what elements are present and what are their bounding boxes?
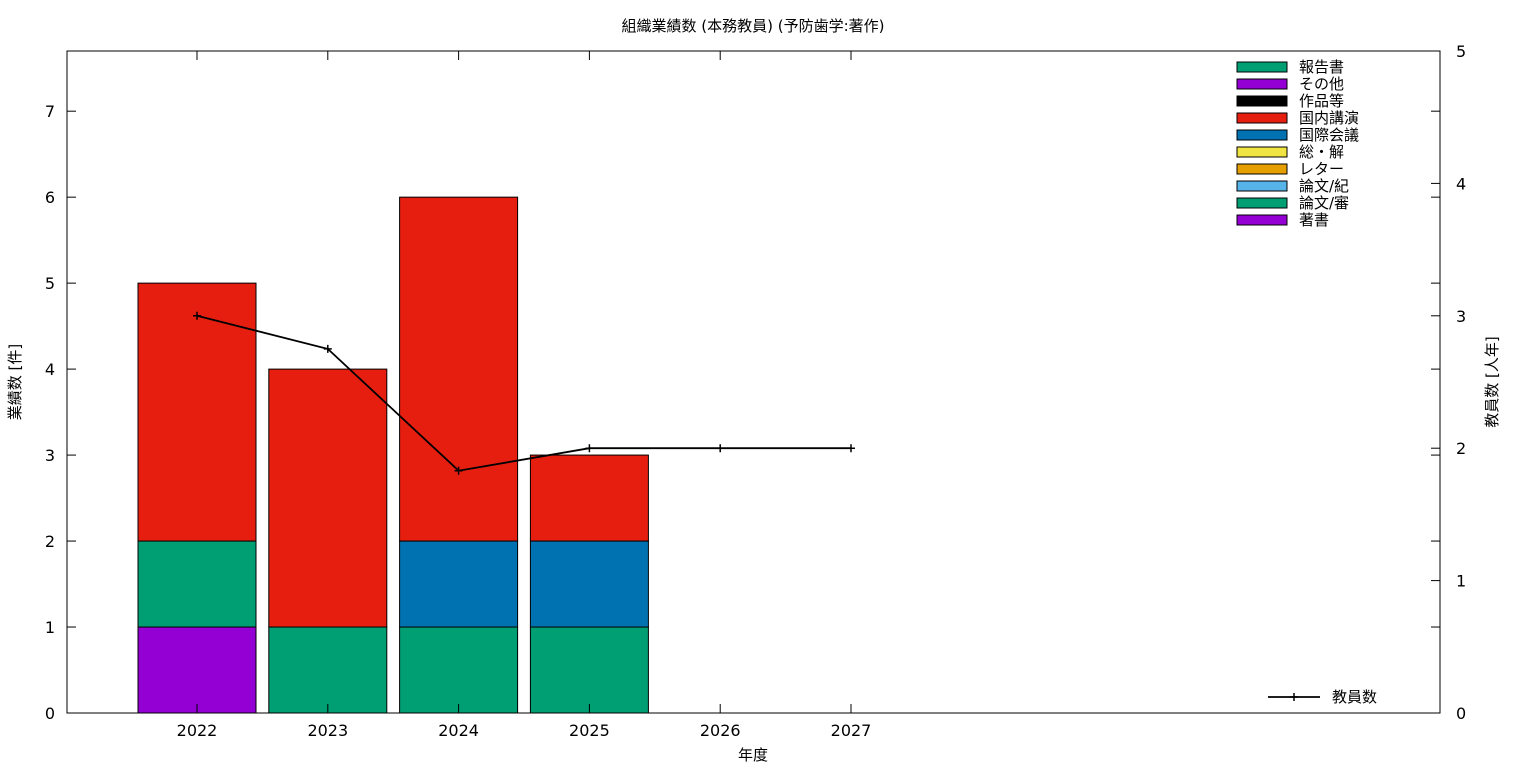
line-series-path (196, 314, 851, 472)
plot-frame (66, 50, 1441, 714)
legend-swatch (1236, 163, 1288, 175)
line-legend-label: 教員数 (1332, 688, 1377, 706)
y-axis-label: 業績数 [件] (6, 344, 24, 420)
legend-label: 著書 (1299, 211, 1329, 229)
legend-label: 論文/審 (1299, 194, 1349, 212)
legend-swatch (1236, 197, 1288, 209)
y2-axis-ticks: 0 1 2 3 4 5 (1431, 42, 1466, 723)
line-legend: 教員数 (1268, 688, 1377, 706)
bar-segment (399, 626, 519, 714)
line-point-marker (716, 444, 725, 453)
bar-segment (268, 368, 388, 628)
legend-label: 報告書 (1299, 58, 1344, 76)
legend-label: 総・解 (1299, 143, 1344, 161)
legend-label: 国際会議 (1299, 126, 1359, 144)
y2-tick-label: 3 (1456, 307, 1466, 326)
bar-segment (137, 540, 257, 628)
legend-swatch (1236, 95, 1288, 107)
legend-label: レター (1299, 160, 1344, 178)
y-tick-label: 3 (45, 446, 55, 465)
bar-segment (529, 540, 649, 628)
y2-tick-label: 0 (1456, 704, 1466, 723)
line-point-marker (454, 466, 463, 475)
legend-swatch (1236, 214, 1288, 226)
y-tick-label: 5 (45, 274, 55, 293)
bar-segment (529, 454, 649, 542)
x-axis-ticks: 2022 2023 2024 2025 2026 2027 (177, 51, 872, 740)
y-tick-label: 1 (45, 618, 55, 637)
y-tick-label: 4 (45, 360, 55, 379)
x-axis-label: 年度 (738, 746, 768, 764)
x-tick-label: 2023 (307, 721, 348, 740)
legend-swatch (1236, 61, 1288, 73)
line-point-marker (585, 444, 594, 453)
legend-swatch (1236, 146, 1288, 158)
y-axis-ticks: 0 1 2 3 4 5 6 7 (45, 102, 1440, 723)
y-tick-label: 7 (45, 102, 55, 121)
legend-swatch (1236, 180, 1288, 192)
legend-label: 国内講演 (1299, 109, 1359, 127)
y2-tick-label: 4 (1456, 174, 1466, 193)
line-point-marker (323, 344, 332, 353)
y2-axis-label: 教員数 [人年] (1483, 336, 1501, 427)
y2-tick-label: 5 (1456, 42, 1466, 61)
bar-segment (268, 626, 388, 714)
bar-segment (137, 282, 257, 542)
x-tick-label: 2025 (569, 721, 610, 740)
y-tick-label: 6 (45, 188, 55, 207)
y2-tick-label: 1 (1456, 572, 1466, 591)
legend-label: その他 (1299, 75, 1344, 93)
x-tick-label: 2026 (700, 721, 741, 740)
line-point-marker (193, 311, 201, 320)
x-tick-label: 2027 (831, 721, 872, 740)
y-tick-label: 0 (45, 704, 55, 723)
legend-label: 作品等 (1299, 92, 1344, 110)
bar-segment (529, 626, 649, 714)
bar-segment (399, 196, 519, 542)
chart-title: 組織業績数 (本務教員) (予防歯学:著作) (622, 17, 885, 35)
line-legend-marker (1290, 693, 1298, 701)
y2-tick-label: 2 (1456, 439, 1466, 458)
line-layer (193, 311, 855, 475)
bar-segment (137, 626, 257, 714)
x-tick-label: 2022 (177, 721, 218, 740)
bars-layer (137, 196, 649, 714)
legend-swatch (1236, 112, 1288, 124)
legend-swatch (1236, 129, 1288, 141)
legend-swatch (1236, 78, 1288, 90)
legend-label: 論文/紀 (1299, 177, 1349, 195)
bar-segment (399, 540, 519, 628)
line-point-marker (847, 444, 855, 453)
y-tick-label: 2 (45, 532, 55, 551)
x-tick-label: 2024 (438, 721, 479, 740)
